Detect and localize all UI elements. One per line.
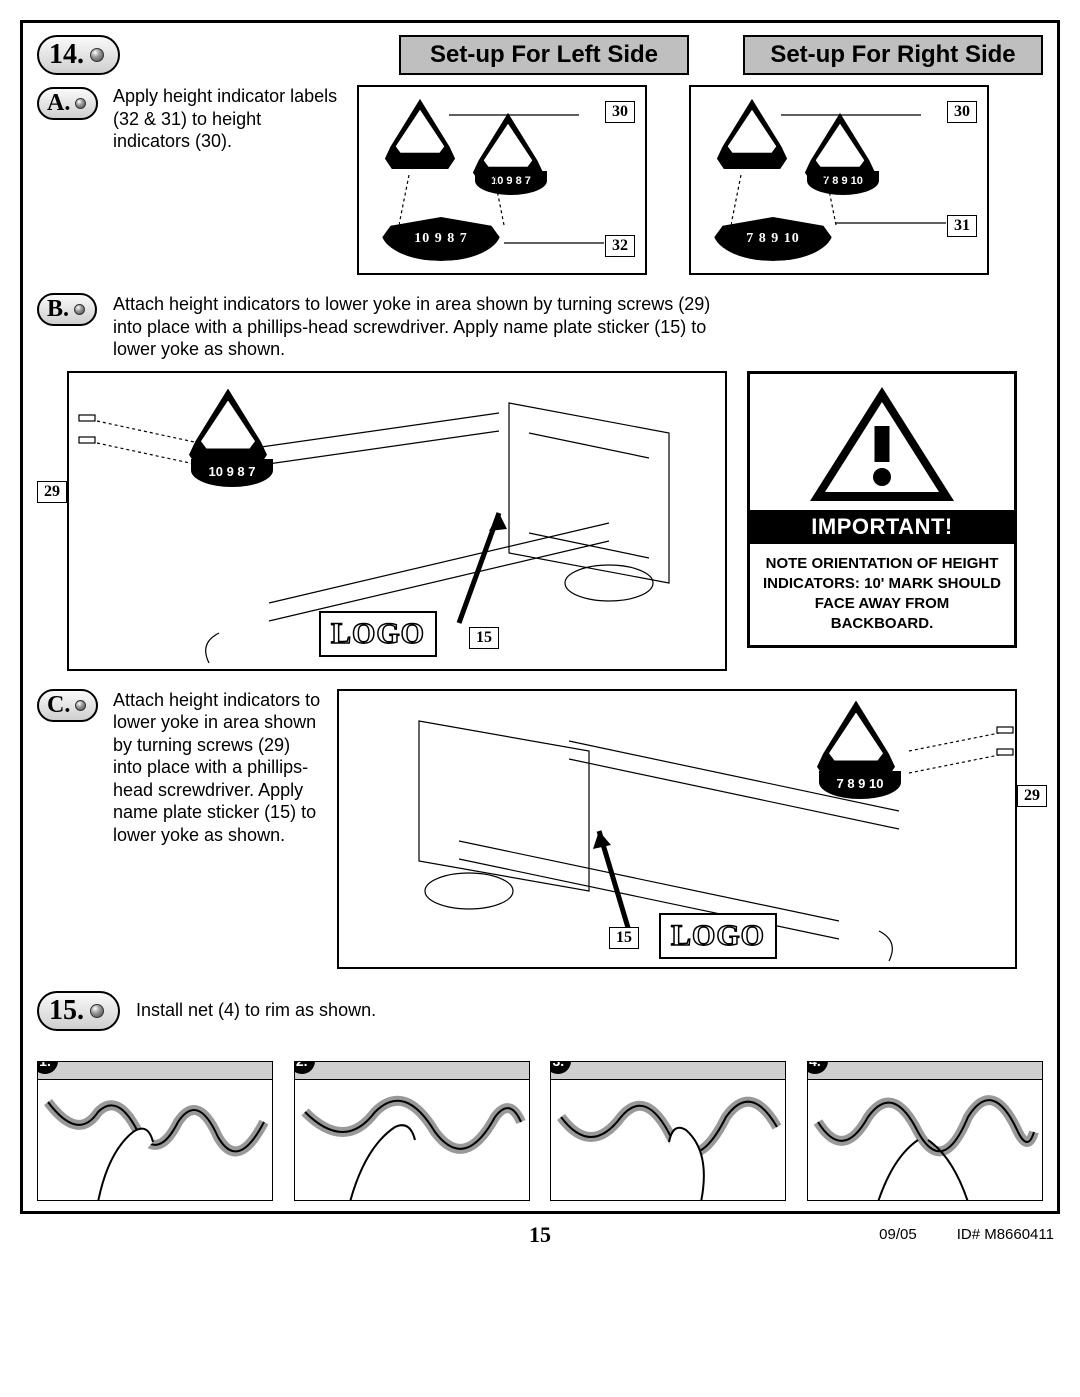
substep-a-badge: A. xyxy=(37,87,98,120)
substep-c-row: C. Attach height indicators to lower yok… xyxy=(37,689,1043,969)
step-15-badge: 15. xyxy=(37,991,120,1031)
substep-a-row: A. Apply height indicator labels (32 & 3… xyxy=(37,85,1043,275)
badge-dot-icon xyxy=(90,48,104,62)
substep-c-badge: C. xyxy=(37,689,98,722)
scale-text-c: 7 8 9 10 xyxy=(819,771,901,791)
figure-a-right: 7 8 9 10 30 7 8 9 10 31 xyxy=(689,85,989,275)
figure-b-row: 10 9 8 7 LOGO 15 29 IMPORTANT! NOTE ORIE… xyxy=(37,371,1043,671)
substep-b-badge: B. xyxy=(37,293,97,326)
right-side-header: Set-up For Right Side xyxy=(743,35,1043,75)
indicator-triangle-icon xyxy=(385,99,455,169)
net-step-1: 1. xyxy=(37,1061,273,1201)
important-banner: IMPORTANT! xyxy=(750,510,1014,544)
callout-32: 32 xyxy=(605,235,635,257)
substep-b-letter: B. xyxy=(47,296,69,323)
callout-29-b: 29 xyxy=(37,481,67,503)
step14-header-row: 14. Set-up For Left Side Set-up For Righ… xyxy=(37,35,1043,75)
footer-date: 09/05 xyxy=(879,1226,917,1243)
page-footer: 15 09/05 ID# M8660411 xyxy=(20,1222,1060,1248)
callout-15-b: 15 xyxy=(469,627,499,649)
badge-dot-icon xyxy=(75,98,86,109)
callout-29-c: 29 xyxy=(1017,785,1047,807)
important-body: NOTE ORIENTATION OF HEIGHT INDICATORS: 1… xyxy=(750,544,1014,645)
figure-c: 7 8 9 10 LOGO 15 xyxy=(337,689,1017,969)
indicator-triangle-icon xyxy=(189,389,267,467)
important-box: IMPORTANT! NOTE ORIENTATION OF HEIGHT IN… xyxy=(747,371,1017,648)
badge-dot-icon xyxy=(74,304,85,315)
figure-a-left: 10 9 8 7 30 10 9 8 7 32 xyxy=(357,85,647,275)
net-step-3: 3. xyxy=(550,1061,786,1201)
page-number: 15 xyxy=(370,1222,709,1248)
scale-text-right: 7 8 9 10 xyxy=(713,231,833,247)
step-14-number: 14. xyxy=(49,39,84,71)
step-15-text: Install net (4) to rim as shown. xyxy=(136,999,376,1022)
step-15-number: 15. xyxy=(49,995,84,1027)
callout-31: 31 xyxy=(947,215,977,237)
badge-dot-icon xyxy=(90,1004,104,1018)
substep-b-text: Attach height indicators to lower yoke i… xyxy=(113,293,713,361)
figure-b: 10 9 8 7 LOGO 15 xyxy=(67,371,727,671)
scale-text-b: 10 9 8 7 xyxy=(191,459,273,479)
net-step-4: 4. xyxy=(807,1061,1043,1201)
scale-text-left: 10 9 8 7 xyxy=(381,231,501,247)
step15-row: 15. Install net (4) to rim as shown. xyxy=(37,991,1043,1031)
left-side-header: Set-up For Left Side xyxy=(399,35,689,75)
logo-sticker-b: LOGO xyxy=(319,611,437,657)
substep-a-text: Apply height indicator labels (32 & 31) … xyxy=(113,85,343,153)
substep-c-letter: C. xyxy=(47,692,70,719)
badge-dot-icon xyxy=(75,700,86,711)
substep-a-letter: A. xyxy=(47,90,70,117)
net-step-2: 2. xyxy=(294,1061,530,1201)
indicator-triangle-icon xyxy=(717,99,787,169)
callout-30-left: 30 xyxy=(605,101,635,123)
warning-triangle-icon xyxy=(807,384,957,504)
substep-b-row: B. Attach height indicators to lower yok… xyxy=(37,293,1043,361)
callout-15-c: 15 xyxy=(609,927,639,949)
logo-sticker-c: LOGO xyxy=(659,913,777,959)
net-steps-row: 1. 2. 3. xyxy=(37,1061,1043,1201)
callout-30-right: 30 xyxy=(947,101,977,123)
page-frame: 14. Set-up For Left Side Set-up For Righ… xyxy=(20,20,1060,1214)
footer-id: ID# M8660411 xyxy=(957,1226,1054,1243)
indicator-triangle-icon xyxy=(817,701,895,779)
step-14-badge: 14. xyxy=(37,35,120,75)
substep-c-text: Attach height indicators to lower yoke i… xyxy=(113,689,323,847)
